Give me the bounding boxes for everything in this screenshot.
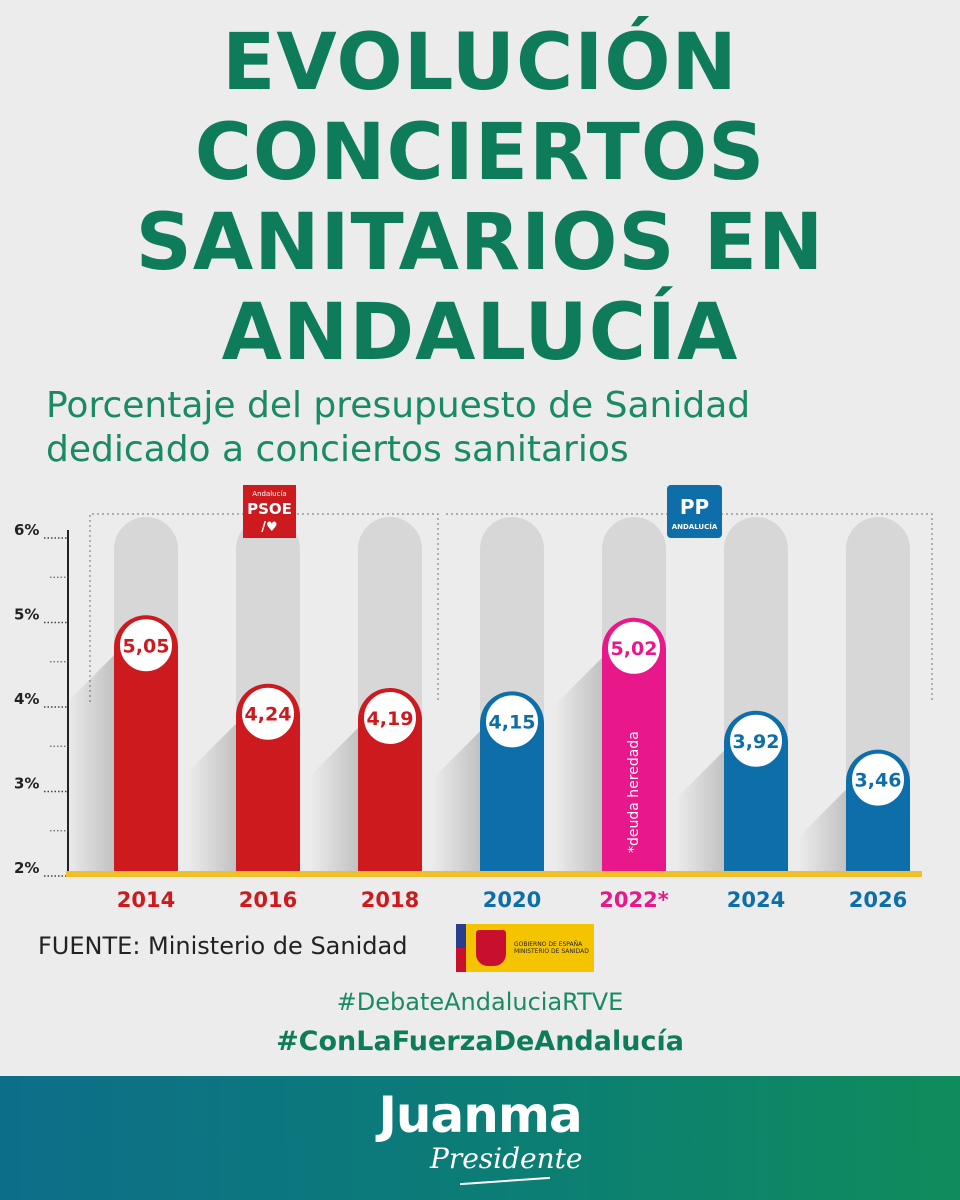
bar bbox=[602, 617, 666, 873]
coat-of-arms-icon bbox=[476, 930, 506, 966]
y-tick-label: 4% bbox=[14, 690, 39, 708]
x-tick-label: 2022* bbox=[599, 888, 668, 912]
x-tick-label: 2020 bbox=[483, 888, 541, 912]
data-label: 5,05 bbox=[123, 635, 170, 657]
footer-banner: Juanma Presidente bbox=[0, 1076, 960, 1200]
title-line: ANDALUCÍA bbox=[221, 288, 739, 378]
bar-chart: 2% 3% 4% 5% 6% 5,05 2014 4,24 2016 4,19 2018 4,15 20… bbox=[14, 485, 933, 912]
psoe-logo-text: Andalucía bbox=[252, 490, 286, 498]
data-label-bubble bbox=[118, 617, 174, 674]
subtitle-line: Porcentaje del presupuesto de Sanidad bbox=[46, 385, 751, 426]
data-label: 4,15 bbox=[489, 711, 536, 733]
y-tick-label: 5% bbox=[14, 606, 39, 624]
psoe-logo-icon bbox=[243, 485, 296, 538]
subtitle: Porcentaje del presupuesto de Sanidad de… bbox=[46, 384, 926, 472]
y-tick-label: 6% bbox=[14, 521, 39, 539]
data-label-bubble bbox=[240, 685, 296, 742]
gov-logo-text: GOBIERNO DE ESPAÑA MINISTERIO DE SANIDAD bbox=[514, 941, 589, 955]
brand-name: Juanma bbox=[378, 1086, 582, 1144]
y-tick-label: 3% bbox=[14, 775, 39, 793]
bar-shadow bbox=[188, 723, 236, 873]
gov-logo-line: GOBIERNO DE ESPAÑA bbox=[514, 941, 583, 948]
x-tick-label: 2014 bbox=[117, 888, 175, 912]
bar-shadow bbox=[798, 789, 846, 873]
data-label-bubble bbox=[606, 619, 662, 676]
flag-stripe bbox=[456, 924, 466, 972]
bar-annotation: *deuda heredada bbox=[626, 731, 642, 853]
psoe-logo-text: /♥ bbox=[261, 520, 277, 535]
bar bbox=[114, 615, 178, 873]
pp-group-bracket bbox=[446, 513, 933, 702]
source-text: FUENTE: Ministerio de Sanidad bbox=[38, 932, 408, 960]
pp-logo-text: ANDALUCÍA bbox=[672, 522, 718, 531]
hashtag-debate: #DebateAndaluciaRTVE bbox=[336, 988, 624, 1016]
bar-shadow bbox=[676, 750, 724, 873]
title-line: SANITARIOS EN bbox=[135, 198, 825, 288]
hashtag-campaign: #ConLaFuerzaDeAndalucía bbox=[276, 1026, 684, 1057]
page-title: EVOLUCIÓN CONCIERTOS SANITARIOS EN ANDAL… bbox=[0, 18, 960, 378]
bar-shadow bbox=[554, 657, 602, 873]
data-label-bubble bbox=[484, 693, 540, 750]
government-logo: GOBIERNO DE ESPAÑA MINISTERIO DE SANIDAD bbox=[456, 924, 594, 972]
x-axis-baseline bbox=[66, 871, 922, 877]
x-tick-label: 2016 bbox=[239, 888, 297, 912]
subtitle-line: dedicado a conciertos sanitarios bbox=[46, 429, 629, 470]
data-label-bubble bbox=[728, 712, 784, 769]
data-label: 4,24 bbox=[245, 704, 292, 726]
title-line: CONCIERTOS bbox=[194, 108, 766, 198]
x-tick-label: 2024 bbox=[727, 888, 785, 912]
bar-shadow bbox=[432, 731, 480, 873]
psoe-logo-text: PSOE bbox=[247, 500, 292, 518]
data-label-bubble bbox=[850, 751, 906, 808]
data-label-bubble bbox=[362, 689, 418, 746]
brand-underline bbox=[460, 1176, 550, 1186]
bar-shadow bbox=[310, 727, 358, 873]
pp-logo-text: PP bbox=[680, 495, 709, 519]
data-label: 5,02 bbox=[611, 638, 658, 660]
x-tick-label: 2018 bbox=[361, 888, 419, 912]
gov-logo-line: MINISTERIO DE SANIDAD bbox=[514, 948, 589, 955]
data-label: 3,92 bbox=[733, 731, 780, 753]
bar-shadow bbox=[66, 655, 114, 873]
data-label: 3,46 bbox=[855, 770, 902, 792]
pp-logo-icon bbox=[667, 485, 722, 538]
x-tick-label: 2026 bbox=[849, 888, 907, 912]
title-line: EVOLUCIÓN bbox=[222, 18, 738, 108]
y-tick-label: 2% bbox=[14, 859, 39, 877]
data-label: 4,19 bbox=[367, 708, 414, 730]
brand-tagline: Presidente bbox=[430, 1142, 583, 1175]
